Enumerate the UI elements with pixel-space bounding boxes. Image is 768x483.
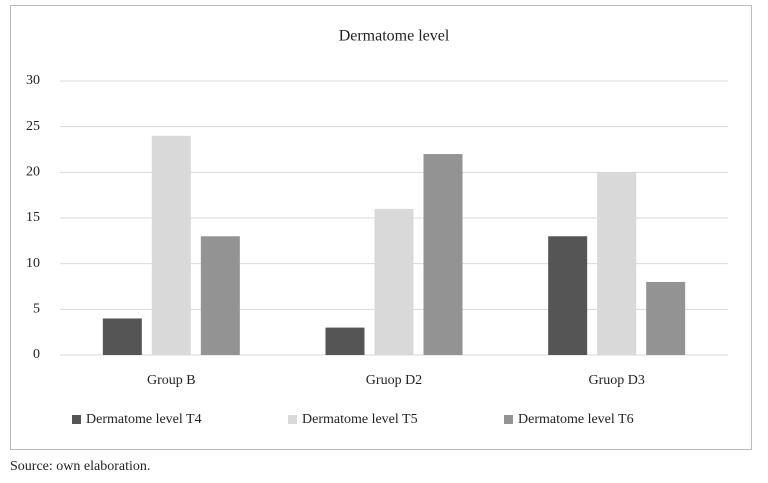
y-tick-label: 5	[33, 302, 40, 317]
y-tick-label: 20	[26, 165, 40, 180]
legend-swatch	[72, 415, 81, 424]
x-tick-label: Group B	[147, 373, 196, 388]
y-tick-label: 25	[26, 119, 40, 134]
chart-title: Dermatome level	[339, 28, 450, 45]
legend-label: Dermatome level T6	[518, 412, 634, 427]
bar	[374, 208, 414, 355]
legend-label: Dermatome level T5	[302, 412, 418, 427]
bar	[325, 327, 365, 355]
bar	[423, 154, 463, 355]
bar	[200, 236, 240, 355]
y-tick-label: 0	[33, 347, 40, 362]
y-tick-label: 15	[26, 210, 40, 225]
bar	[597, 172, 637, 355]
x-tick-label: Gruop D2	[366, 373, 422, 388]
x-tick-label: Gruop D3	[588, 373, 644, 388]
source-note: Source: own elaboration.	[10, 459, 150, 474]
legend-swatch	[504, 415, 513, 424]
bar	[548, 236, 588, 355]
bar	[646, 281, 686, 355]
bar	[102, 318, 142, 355]
legend-swatch	[288, 415, 297, 424]
bar	[151, 135, 191, 355]
y-tick-label: 30	[26, 73, 40, 88]
y-tick-label: 10	[26, 256, 40, 271]
legend-label: Dermatome level T4	[86, 412, 202, 427]
